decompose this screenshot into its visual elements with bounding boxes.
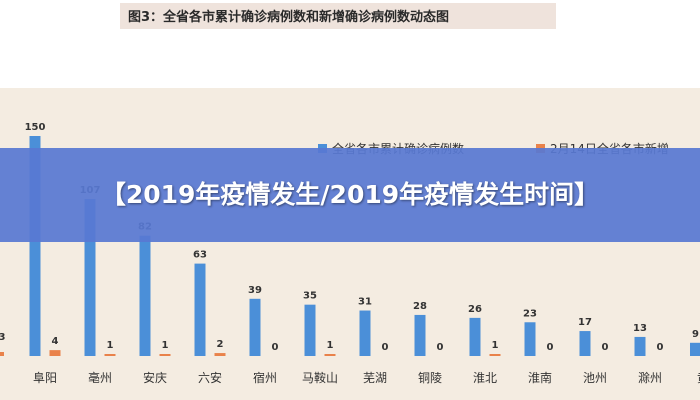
bar-cumulative-0: [29, 136, 41, 356]
data-label-new-0: 4: [52, 336, 59, 347]
bar-cumulative-10: [579, 331, 591, 356]
bar-cumulative-1: [84, 199, 96, 356]
data-label-new-5: 1: [327, 340, 334, 351]
category-label-4: 宿州: [253, 370, 277, 385]
data-label-new-3: 2: [217, 339, 224, 350]
category-label-3: 六安: [198, 370, 222, 385]
category-label-6: 芜湖: [363, 370, 387, 385]
bar-cumulative-11: [634, 336, 646, 356]
category-label-8: 淮北: [473, 371, 497, 385]
category-label-partial-right: 黄: [697, 371, 700, 385]
bar-cumulative-6: [359, 310, 371, 356]
data-label-new-2: 1: [162, 340, 169, 351]
data-label-cumulative-7: 28: [413, 301, 427, 312]
category-label-9: 淮南: [528, 370, 552, 385]
data-label-cumulative-8: 26: [468, 304, 482, 315]
bar-new-5: [324, 354, 336, 356]
category-label-2: 安庆: [143, 370, 167, 385]
category-label-5: 马鞍山: [302, 370, 338, 385]
category-label-10: 池州: [583, 371, 607, 385]
category-label-1: 亳州: [88, 370, 112, 385]
data-label-new-6: 0: [382, 342, 389, 353]
bar-partial-right-cumulative: [690, 342, 700, 356]
data-label-new-7: 0: [437, 342, 444, 353]
data-label-new-11: 0: [657, 342, 664, 353]
data-label-cumulative-3: 63: [193, 250, 207, 261]
data-label-cumulative-10: 17: [578, 317, 592, 328]
figure-title-box: [120, 3, 556, 29]
category-label-11: 滁州: [638, 370, 662, 385]
category-label-7: 铜陵: [418, 370, 442, 385]
data-label-partial-right: 9: [692, 329, 699, 340]
data-label-new-1: 1: [107, 340, 114, 351]
bar-cumulative-2: [139, 235, 151, 356]
bar-new-1: [104, 354, 116, 356]
overlay-title: 【2019年疫情发生/2019年疫情发生时间】: [100, 180, 600, 209]
overlay-banner: 【2019年疫情发生/2019年疫情发生时间】: [0, 148, 700, 242]
data-label-cumulative-4: 39: [248, 285, 262, 296]
bar-cumulative-5: [304, 304, 316, 356]
bar-chart: 全省各市累计确诊病例数2月14日全省各市新增31504阜阳1071亳州821安庆…: [0, 122, 700, 385]
data-label-partial-left: 3: [0, 332, 6, 343]
data-label-new-9: 0: [547, 342, 554, 353]
data-label-new-4: 0: [272, 342, 279, 353]
category-label-0: 阜阳: [33, 371, 57, 385]
data-label-cumulative-9: 23: [523, 308, 537, 319]
bar-partial-left-new: [0, 352, 4, 356]
data-label-cumulative-11: 13: [633, 323, 647, 334]
bar-cumulative-8: [469, 317, 481, 356]
data-label-cumulative-5: 35: [303, 291, 317, 302]
figure-title: 图3：全省各市累计确诊病例数和新增确诊病例数动态图: [128, 10, 450, 25]
bar-new-8: [489, 354, 501, 356]
chart-area: 全省各市累计确诊病例数2月14日全省各市新增31504阜阳1071亳州821安庆…: [0, 88, 700, 400]
data-label-new-8: 1: [492, 340, 499, 351]
bar-cumulative-7: [414, 314, 426, 356]
figure-header-band: 图3：全省各市累计确诊病例数和新增确诊病例数动态图: [0, 0, 700, 88]
bar-new-0: [49, 350, 61, 356]
bar-cumulative-4: [249, 298, 261, 356]
data-label-cumulative-0: 150: [25, 122, 46, 133]
data-label-new-10: 0: [602, 342, 609, 353]
data-label-cumulative-6: 31: [358, 297, 372, 308]
bar-cumulative-3: [194, 263, 206, 356]
bar-new-2: [159, 354, 171, 356]
bar-new-3: [214, 353, 226, 356]
bar-cumulative-9: [524, 322, 536, 356]
